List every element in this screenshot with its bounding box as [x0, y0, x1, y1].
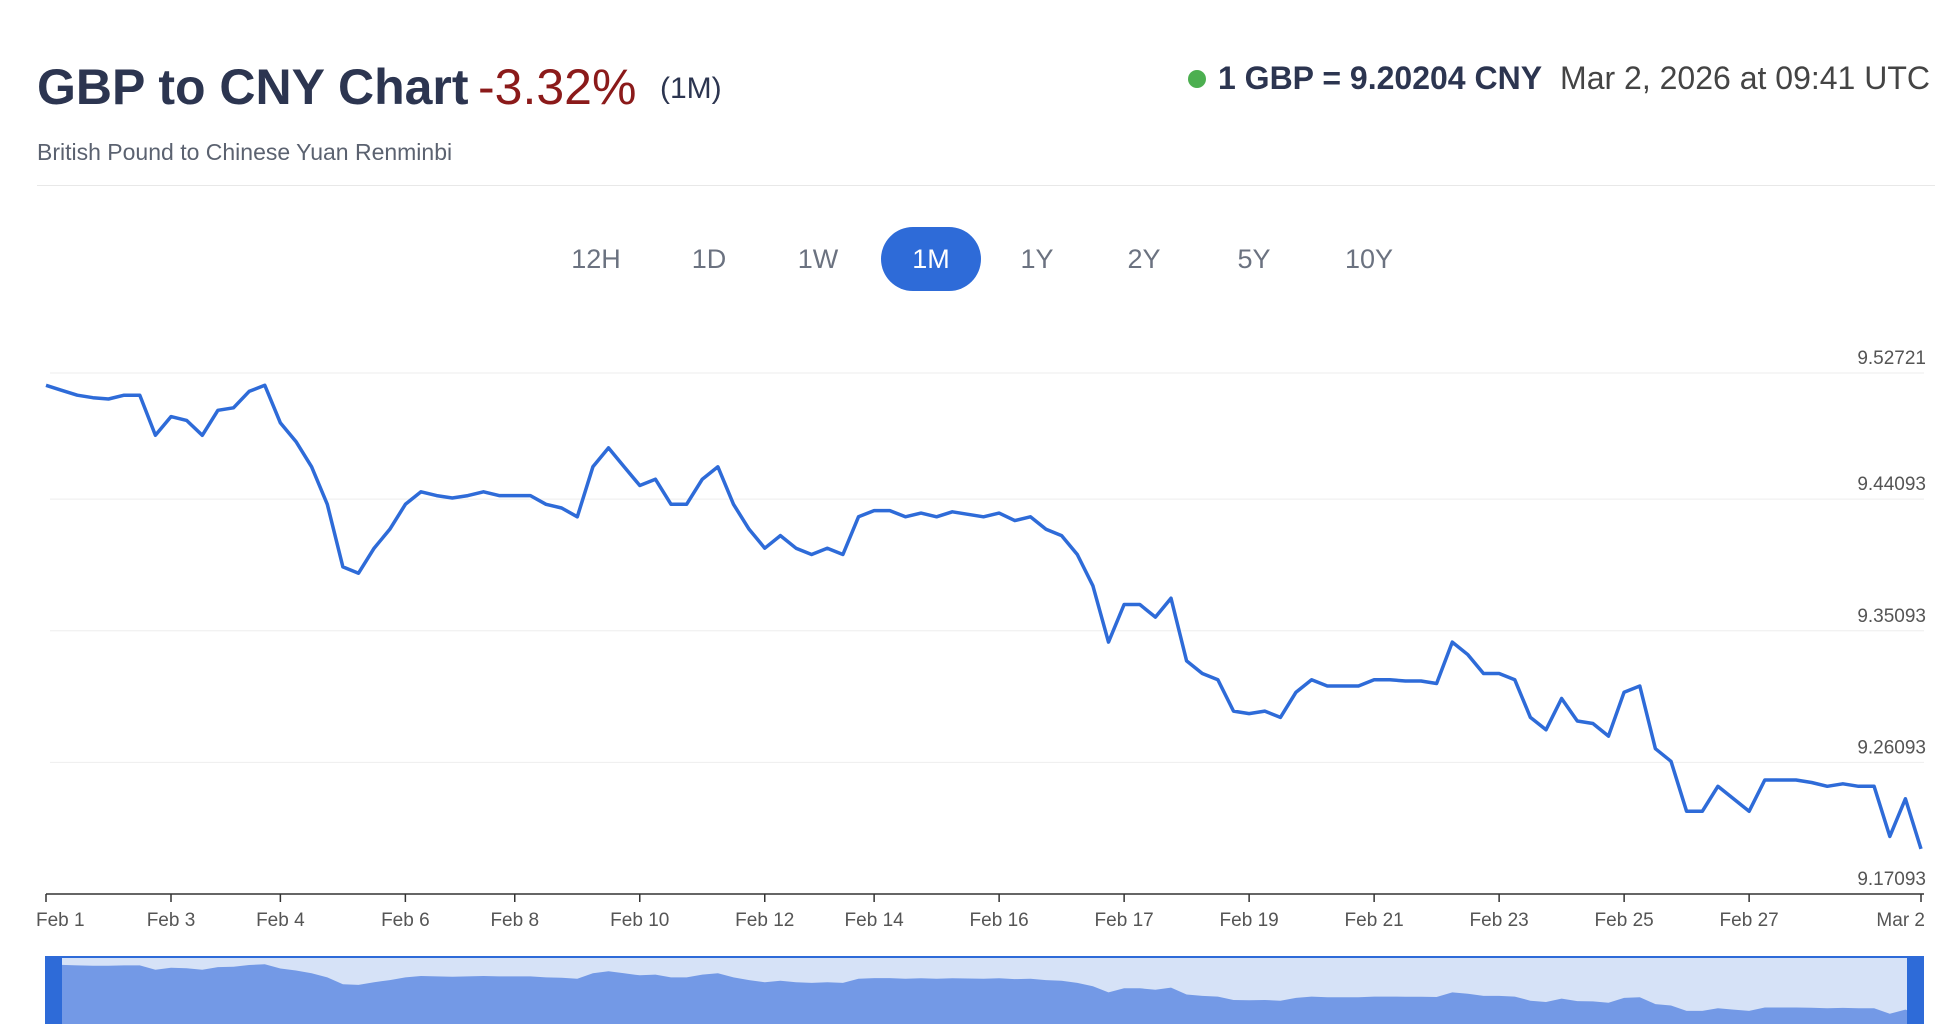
x-tick-label: Feb 4 [256, 910, 305, 931]
range-button[interactable]: 1D [691, 244, 727, 274]
range-button[interactable]: 10Y [1344, 244, 1394, 274]
period-label: (1M) [660, 72, 722, 105]
range-button[interactable]: 2Y [1127, 244, 1161, 274]
y-tick-label: 9.17093 [1857, 869, 1926, 890]
y-tick-label: 9.35093 [1857, 606, 1926, 627]
x-tick-label: Feb 6 [381, 910, 430, 931]
x-tick-label: Feb 14 [845, 910, 905, 931]
y-tick-label: 9.44093 [1857, 474, 1926, 495]
x-tick-label: Feb 10 [610, 910, 669, 931]
x-tick-label: Feb 27 [1720, 910, 1779, 931]
navigator-handle [1907, 957, 1923, 1024]
range-button[interactable]: 12H [571, 244, 621, 274]
x-tick-label: Feb 17 [1095, 910, 1154, 931]
y-tick-label: 9.52721 [1857, 348, 1926, 369]
page-title: GBP to CNY Chart [37, 59, 469, 115]
rate: 1 GBP = 9.20204 CNY [1217, 60, 1543, 96]
divider [37, 185, 1935, 186]
x-tick-label: Feb 16 [970, 910, 1029, 931]
subtitle: British Pound to Chinese Yuan Renminbi [37, 139, 453, 165]
x-tick-label: Feb 19 [1220, 910, 1279, 931]
x-tick-label: Feb 25 [1595, 910, 1654, 931]
timestamp: Mar 2, 2026 at 09:41 UTC [1560, 60, 1930, 96]
x-tick-label: Feb 21 [1345, 910, 1404, 931]
live-rate: 1 GBP = 9.20204 CNY Mar 2, 2026 at 09:41… [1187, 60, 1930, 97]
x-tick-label: Feb 23 [1470, 910, 1529, 931]
x-tick-label: Feb 3 [147, 910, 196, 931]
range-button[interactable]: 1M [881, 227, 981, 291]
x-tick-label: Mar 2 [1876, 910, 1925, 931]
x-tick-label: Feb 12 [735, 910, 794, 931]
navigator-area [46, 964, 1921, 1024]
range-button[interactable]: 5Y [1237, 244, 1271, 274]
x-tick-label: Feb 8 [490, 910, 539, 931]
status-dot [1187, 69, 1206, 88]
navigator-frame [45, 956, 1924, 1024]
x-tick-label: Feb 1 [36, 910, 85, 931]
range-button[interactable]: 1W [797, 244, 839, 274]
navigator-handle [46, 957, 62, 1024]
percent-change: -3.32% [478, 59, 637, 115]
range-button[interactable]: 1Y [1020, 244, 1054, 274]
price-line [45, 383, 1923, 850]
y-tick-label: 9.26093 [1857, 737, 1926, 758]
